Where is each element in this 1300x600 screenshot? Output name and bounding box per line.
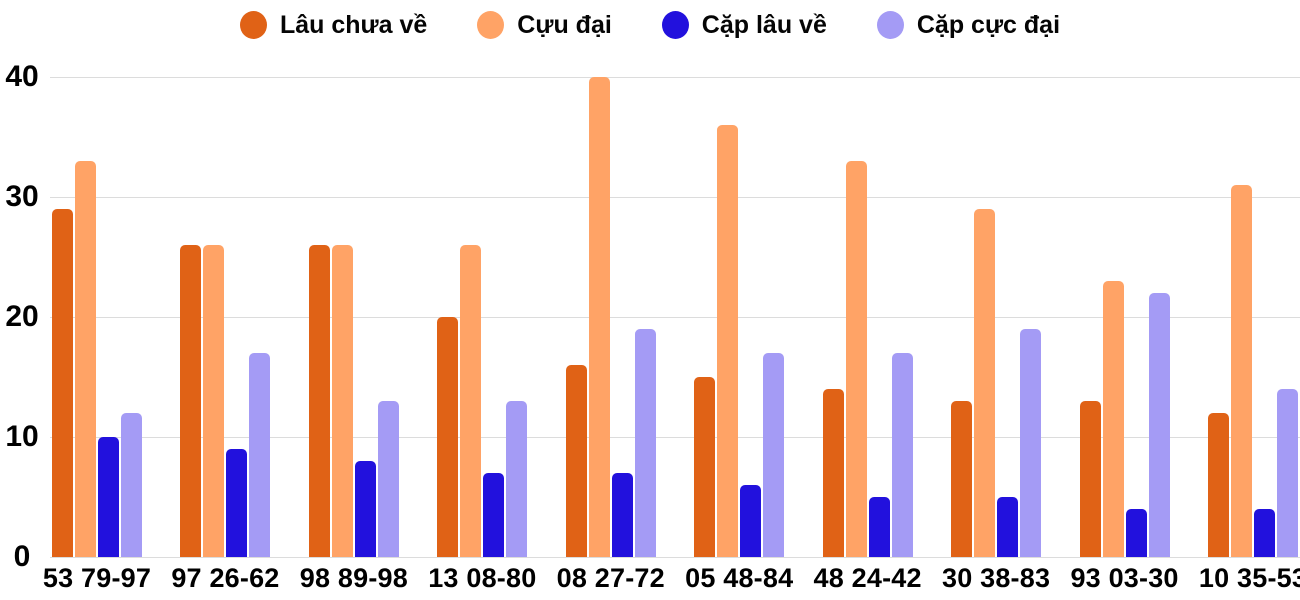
bar[interactable]	[1207, 413, 1229, 557]
legend-item[interactable]: Cựu đại	[477, 11, 612, 40]
bar[interactable]	[1125, 509, 1147, 557]
bar[interactable]	[868, 497, 890, 557]
bar[interactable]	[1276, 389, 1298, 557]
legend-circle-icon	[876, 11, 904, 39]
bar[interactable]	[226, 449, 248, 557]
bar[interactable]	[377, 401, 399, 557]
legend-label: Lâu chưa về	[279, 10, 428, 39]
bar[interactable]	[891, 353, 913, 557]
bar[interactable]	[249, 353, 271, 557]
legend-item[interactable]: Cặp lâu về	[661, 10, 827, 40]
bar[interactable]	[121, 413, 142, 557]
gridline	[50, 77, 1300, 78]
bar[interactable]	[506, 401, 528, 557]
gridline	[50, 197, 1300, 198]
y-axis-tick-label: 10	[5, 420, 39, 453]
bar[interactable]	[611, 473, 633, 557]
x-axis-category-label: 48 24-42	[813, 563, 922, 593]
y-axis-tick-label: 0	[13, 540, 31, 573]
bar[interactable]	[845, 161, 867, 557]
legend-circle-icon	[661, 11, 689, 39]
bar[interactable]	[951, 401, 973, 557]
legend-circle-icon	[239, 11, 267, 39]
bar[interactable]	[763, 353, 785, 557]
x-axis-category-label: 97 26-62	[171, 563, 280, 593]
x-axis-category-label: 93 03-30	[1070, 563, 1179, 593]
legend-label: Cặp cực đại	[916, 10, 1061, 39]
bar[interactable]	[331, 245, 353, 557]
bar[interactable]	[974, 209, 996, 557]
x-axis-category-label: 30 38-83	[941, 563, 1051, 593]
gridline	[50, 317, 1300, 318]
bar[interactable]	[437, 317, 459, 557]
x-axis-category-label: 05 48-84	[685, 563, 794, 593]
gridline	[50, 437, 1300, 438]
chart-legend: Lâu chưa về Cựu đại Cặp lâu về Cặp cực đại	[0, 7, 1300, 43]
bar[interactable]	[822, 389, 844, 557]
bar[interactable]	[98, 437, 119, 557]
legend-label: Cặp lâu về	[701, 10, 827, 39]
bar[interactable]	[1230, 185, 1252, 557]
bar[interactable]	[717, 125, 739, 557]
bar[interactable]	[634, 329, 656, 557]
bar[interactable]	[1102, 281, 1124, 557]
bar[interactable]	[1079, 401, 1101, 557]
bar[interactable]	[694, 377, 716, 557]
bar[interactable]	[997, 497, 1019, 557]
legend-item[interactable]: Lâu chưa về	[239, 10, 428, 40]
gridline	[50, 557, 1300, 558]
bar[interactable]	[1148, 293, 1170, 557]
y-axis-tick-label: 40	[5, 60, 39, 93]
bar[interactable]	[565, 365, 587, 557]
x-axis-category-label: 53 79-97	[42, 563, 152, 593]
bar[interactable]	[75, 161, 96, 557]
y-axis-tick-label: 30	[5, 180, 39, 213]
bar[interactable]	[52, 209, 73, 557]
y-axis-tick-label: 20	[5, 300, 39, 333]
x-axis-category-label: 08 27-72	[556, 563, 665, 593]
bar[interactable]	[354, 461, 376, 557]
legend-circle-icon	[477, 11, 505, 39]
bar[interactable]	[740, 485, 762, 557]
legend-item[interactable]: Cặp cực đại	[876, 10, 1061, 40]
bar[interactable]	[203, 245, 225, 557]
x-axis-category-label: 98 89-98	[299, 563, 408, 593]
bar[interactable]	[483, 473, 505, 557]
bar[interactable]	[308, 245, 330, 557]
x-axis-category-label: 13 08-80	[428, 563, 537, 593]
x-axis-category-label: 10 35-53	[1198, 563, 1300, 593]
legend-label: Cựu đại	[517, 10, 612, 39]
bar[interactable]	[1253, 509, 1275, 557]
bar[interactable]	[180, 245, 202, 557]
bar[interactable]	[1020, 329, 1042, 557]
bar[interactable]	[588, 77, 610, 557]
bar[interactable]	[460, 245, 482, 557]
